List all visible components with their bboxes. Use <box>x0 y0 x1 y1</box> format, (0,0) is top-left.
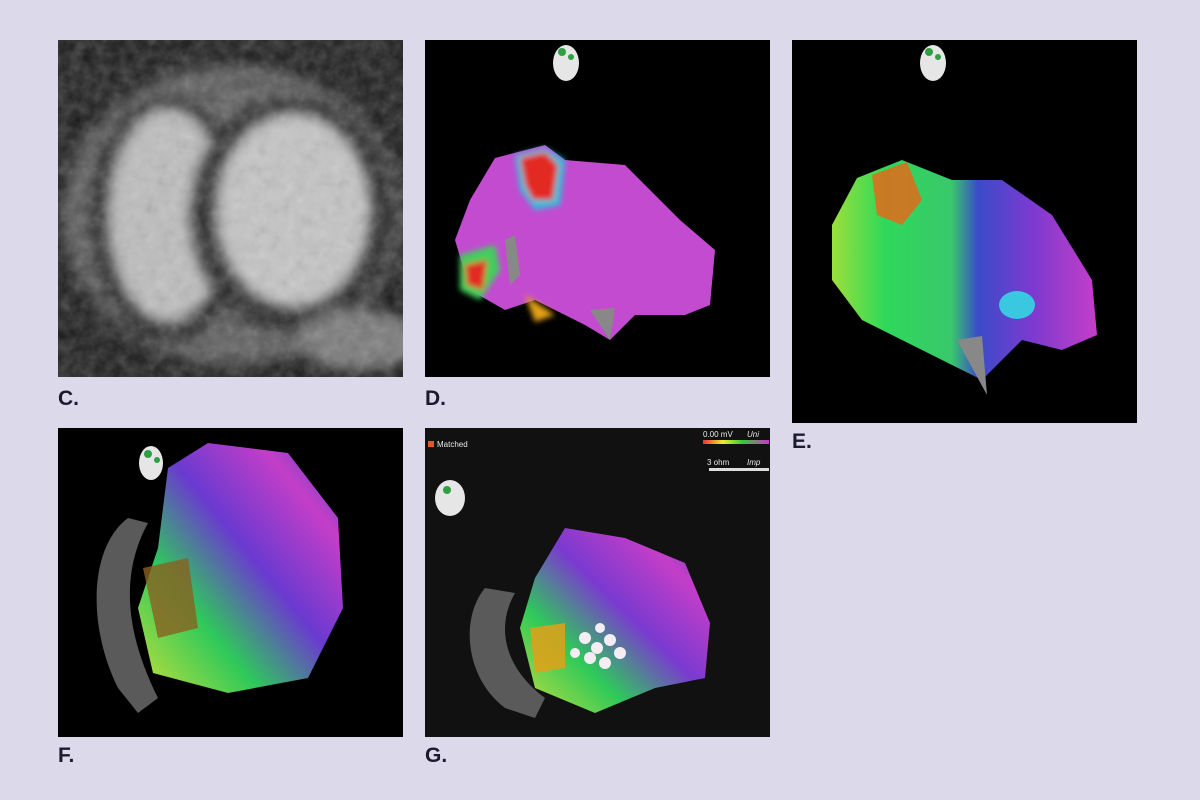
panel-label: F. <box>58 744 75 767</box>
overlay-text: Matched <box>437 440 468 449</box>
overlay-text: Imp <box>747 458 761 467</box>
panel-label: D. <box>425 387 446 410</box>
overlay-text: 0.00 mV <box>703 430 733 439</box>
overlay-text: Uni <box>747 430 759 439</box>
panel-label: C. <box>58 387 79 410</box>
panel-label: E. <box>792 430 812 453</box>
merged-map <box>58 428 403 737</box>
screen-photo: Matched 0.00 mV Uni 3 ohm Imp <box>425 428 770 737</box>
voltage-map <box>425 40 770 377</box>
overlay-text: 3 ohm <box>707 458 730 467</box>
panel-label: G. <box>425 744 448 767</box>
mri-image <box>58 40 403 377</box>
activation-map <box>792 40 1137 423</box>
